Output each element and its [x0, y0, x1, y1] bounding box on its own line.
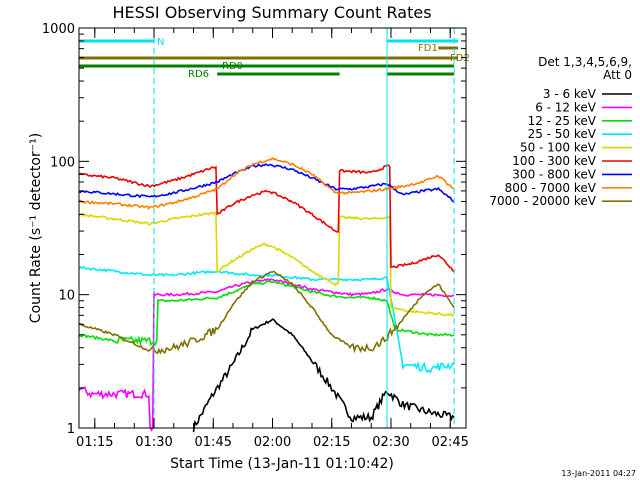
series-line-800-7000-kev — [78, 156, 455, 210]
flag-label-rd0: RD0 — [222, 61, 243, 72]
legend-label-6-12-kev: 6 - 12 keV — [535, 100, 597, 114]
series-line-100-300-kev — [78, 164, 455, 272]
x-tick-label-01:30: 01:30 — [135, 435, 172, 450]
x-axis: 01:15 01:30 01:45 02:00 02:15 02:30 02:45 — [76, 28, 469, 450]
y-tick-label-1: 1 — [67, 422, 75, 437]
flag-bars: N FD1 FD2 RD0 RD6 — [79, 37, 470, 80]
y-axis: 1 10 100 1000 — [42, 22, 466, 437]
legend-title-line-2: Att 0 — [603, 68, 632, 82]
legend-label-25-50-kev: 25 - 50 keV — [528, 127, 597, 141]
series-line-6-12-kev — [78, 278, 455, 432]
series-line-7000-20000-kev — [79, 270, 455, 355]
legend-label-3-6-kev: 3 - 6 keV — [543, 87, 597, 101]
x-tick-label-01:15: 01:15 — [76, 435, 113, 450]
series-line-300-800-kev — [78, 163, 455, 203]
legend-label-12-25-kev: 12 - 25 keV — [528, 114, 597, 128]
legend-label-50-100-kev: 50 - 100 keV — [520, 141, 597, 155]
x-tick-label-02:30: 02:30 — [372, 435, 409, 450]
x-axis-label: Start Time (13-Jan-11 01:10:42) — [170, 456, 394, 472]
y-tick-label-100: 100 — [50, 155, 75, 170]
series-line-3-6-kev — [192, 318, 455, 433]
y-tick-label-1000: 1000 — [42, 22, 75, 37]
x-tick-label-02:15: 02:15 — [313, 435, 350, 450]
legend-label-800-7000-kev: 800 - 7000 keV — [505, 181, 597, 195]
flag-label-fd2: FD2 — [450, 53, 470, 64]
series-line-12-25-kev — [78, 280, 455, 347]
legend-title: Det 1,3,4,5,6,9, Att 0 — [538, 55, 632, 82]
date-stamp: 13-Jan-2011 04:27 — [561, 469, 636, 478]
legend-title-line-1: Det 1,3,4,5,6,9, — [538, 55, 632, 69]
flag-label-rd6: RD6 — [188, 69, 209, 80]
x-tick-label-02:45: 02:45 — [431, 435, 468, 450]
plot-frame — [78, 27, 467, 429]
series-line-50-100-kev — [78, 211, 455, 317]
chart-title: HESSI Observing Summary Count Rates — [112, 3, 431, 22]
x-tick-label-02:00: 02:00 — [254, 435, 291, 450]
legend-label-300-800-kev: 300 - 800 keV — [512, 167, 596, 181]
x-tick-label-01:45: 01:45 — [195, 435, 232, 450]
y-axis-label: Count Rate (s⁻¹ detector⁻¹) — [28, 133, 44, 323]
legend-label-100-300-kev: 100 - 300 keV — [512, 154, 596, 168]
legend-label-7000-20000-kev: 7000 - 20000 keV — [489, 194, 596, 208]
flag-label-fd1: FD1 — [418, 43, 438, 54]
time-markers — [78, 28, 455, 428]
flag-label-n: N — [157, 37, 164, 48]
y-tick-label-10: 10 — [58, 289, 75, 304]
series-lines — [78, 156, 455, 433]
